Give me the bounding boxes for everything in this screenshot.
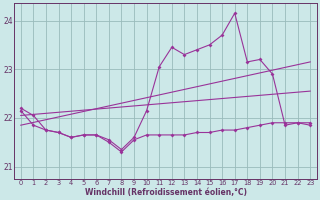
X-axis label: Windchill (Refroidissement éolien,°C): Windchill (Refroidissement éolien,°C) [84,188,246,197]
